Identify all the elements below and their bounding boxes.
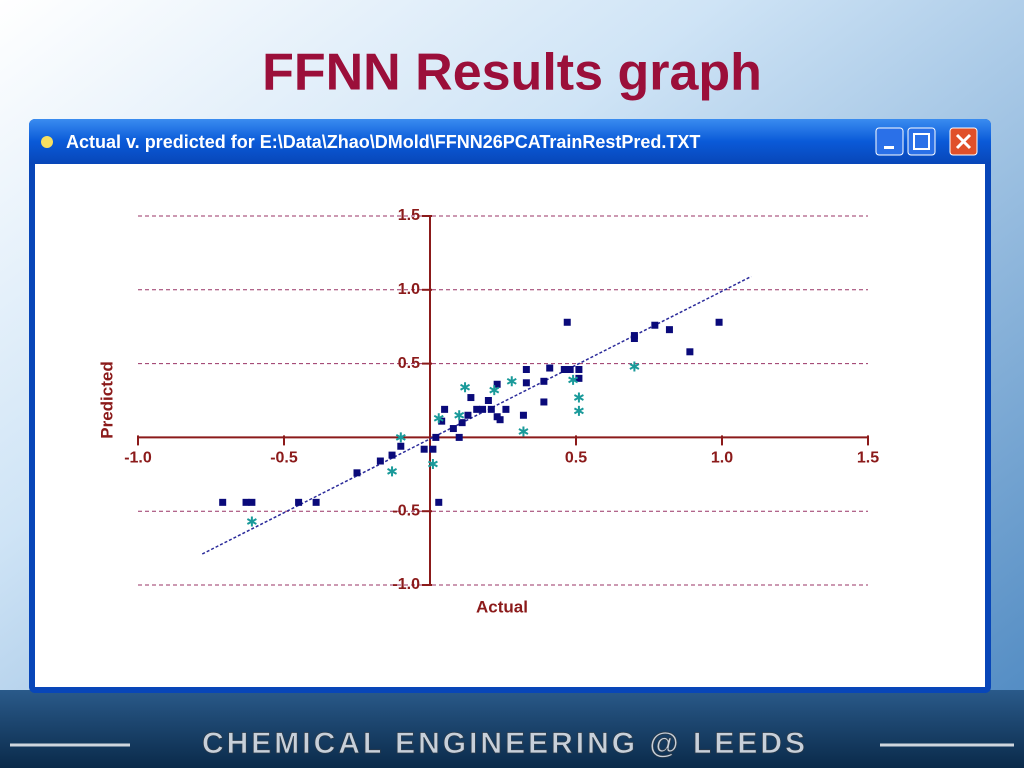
data-point (519, 411, 527, 419)
y-axis-label: Predicted (97, 361, 116, 438)
data-point (489, 385, 500, 396)
y-tick-label: -0.5 (392, 502, 420, 519)
data-point (568, 374, 579, 385)
data-point (573, 392, 584, 403)
data-point (573, 405, 584, 416)
window-icon (41, 136, 53, 148)
data-point (479, 405, 487, 413)
data-point (427, 458, 438, 469)
data-point (560, 366, 568, 374)
data-point (312, 498, 320, 506)
data-point (420, 445, 428, 453)
data-point (219, 498, 227, 506)
data-point (376, 457, 384, 465)
data-point (435, 498, 443, 506)
x-tick-label: 1.5 (857, 450, 879, 467)
data-point (464, 411, 472, 419)
footer-text: CHEMICAL ENGINEERING @ LEEDS (202, 727, 808, 760)
data-point (493, 380, 501, 388)
data-point (473, 405, 481, 413)
data-point (458, 419, 466, 427)
plot-area (35, 164, 985, 687)
data-point (665, 326, 673, 334)
data-point (387, 466, 398, 477)
data-point (454, 410, 465, 421)
data-point (395, 432, 406, 443)
data-point (502, 405, 510, 413)
data-point (540, 377, 548, 385)
x-tick-label: 1.0 (711, 450, 733, 467)
data-point (522, 366, 530, 374)
data-point (686, 348, 694, 356)
y-tick-label: 1.5 (398, 207, 420, 224)
data-point (651, 321, 659, 329)
data-point (388, 451, 396, 459)
data-point (441, 405, 449, 413)
y-tick-label: 1.0 (398, 281, 420, 298)
footer-band (0, 690, 1024, 768)
data-point (493, 413, 501, 421)
minimize-button[interactable] (875, 127, 904, 156)
data-point (438, 417, 446, 425)
title-bar (29, 119, 991, 164)
x-tick-label: 0.5 (565, 450, 587, 467)
data-point (566, 366, 574, 374)
data-point (575, 374, 583, 382)
minimize-icon (884, 146, 894, 149)
data-point (246, 516, 257, 527)
maximize-icon (913, 133, 930, 150)
data-point (455, 433, 463, 441)
data-point (575, 366, 583, 374)
data-point (248, 498, 256, 506)
data-point (629, 361, 640, 372)
x-tick-label: -0.5 (270, 450, 298, 467)
data-point (715, 318, 723, 326)
data-point (295, 498, 303, 506)
data-point (563, 318, 571, 326)
data-point (518, 426, 529, 437)
data-point (397, 442, 405, 450)
window-title: Actual v. predicted for E:\Data\Zhao\DMo… (66, 132, 700, 152)
y-tick-label: -1.0 (392, 576, 420, 593)
data-point (242, 498, 250, 506)
maximize-button[interactable] (907, 127, 936, 156)
data-point (353, 469, 361, 477)
data-point (433, 413, 444, 424)
data-point (432, 433, 440, 441)
fit-line (201, 275, 752, 555)
data-point (546, 364, 554, 372)
close-icon (955, 133, 972, 150)
data-point (522, 379, 530, 387)
x-axis-label: Actual (476, 597, 528, 616)
data-point (484, 397, 492, 404)
data-point (540, 398, 548, 406)
data-point (460, 382, 471, 393)
data-point (429, 445, 437, 453)
data-point (467, 394, 475, 402)
slide-title: FFNN Results graph (262, 44, 762, 102)
data-point (487, 405, 495, 413)
data-point (630, 332, 638, 340)
data-point (449, 425, 457, 433)
data-point (506, 376, 517, 387)
x-tick-label: -1.0 (124, 450, 152, 467)
y-tick-label: 0.5 (398, 355, 420, 372)
